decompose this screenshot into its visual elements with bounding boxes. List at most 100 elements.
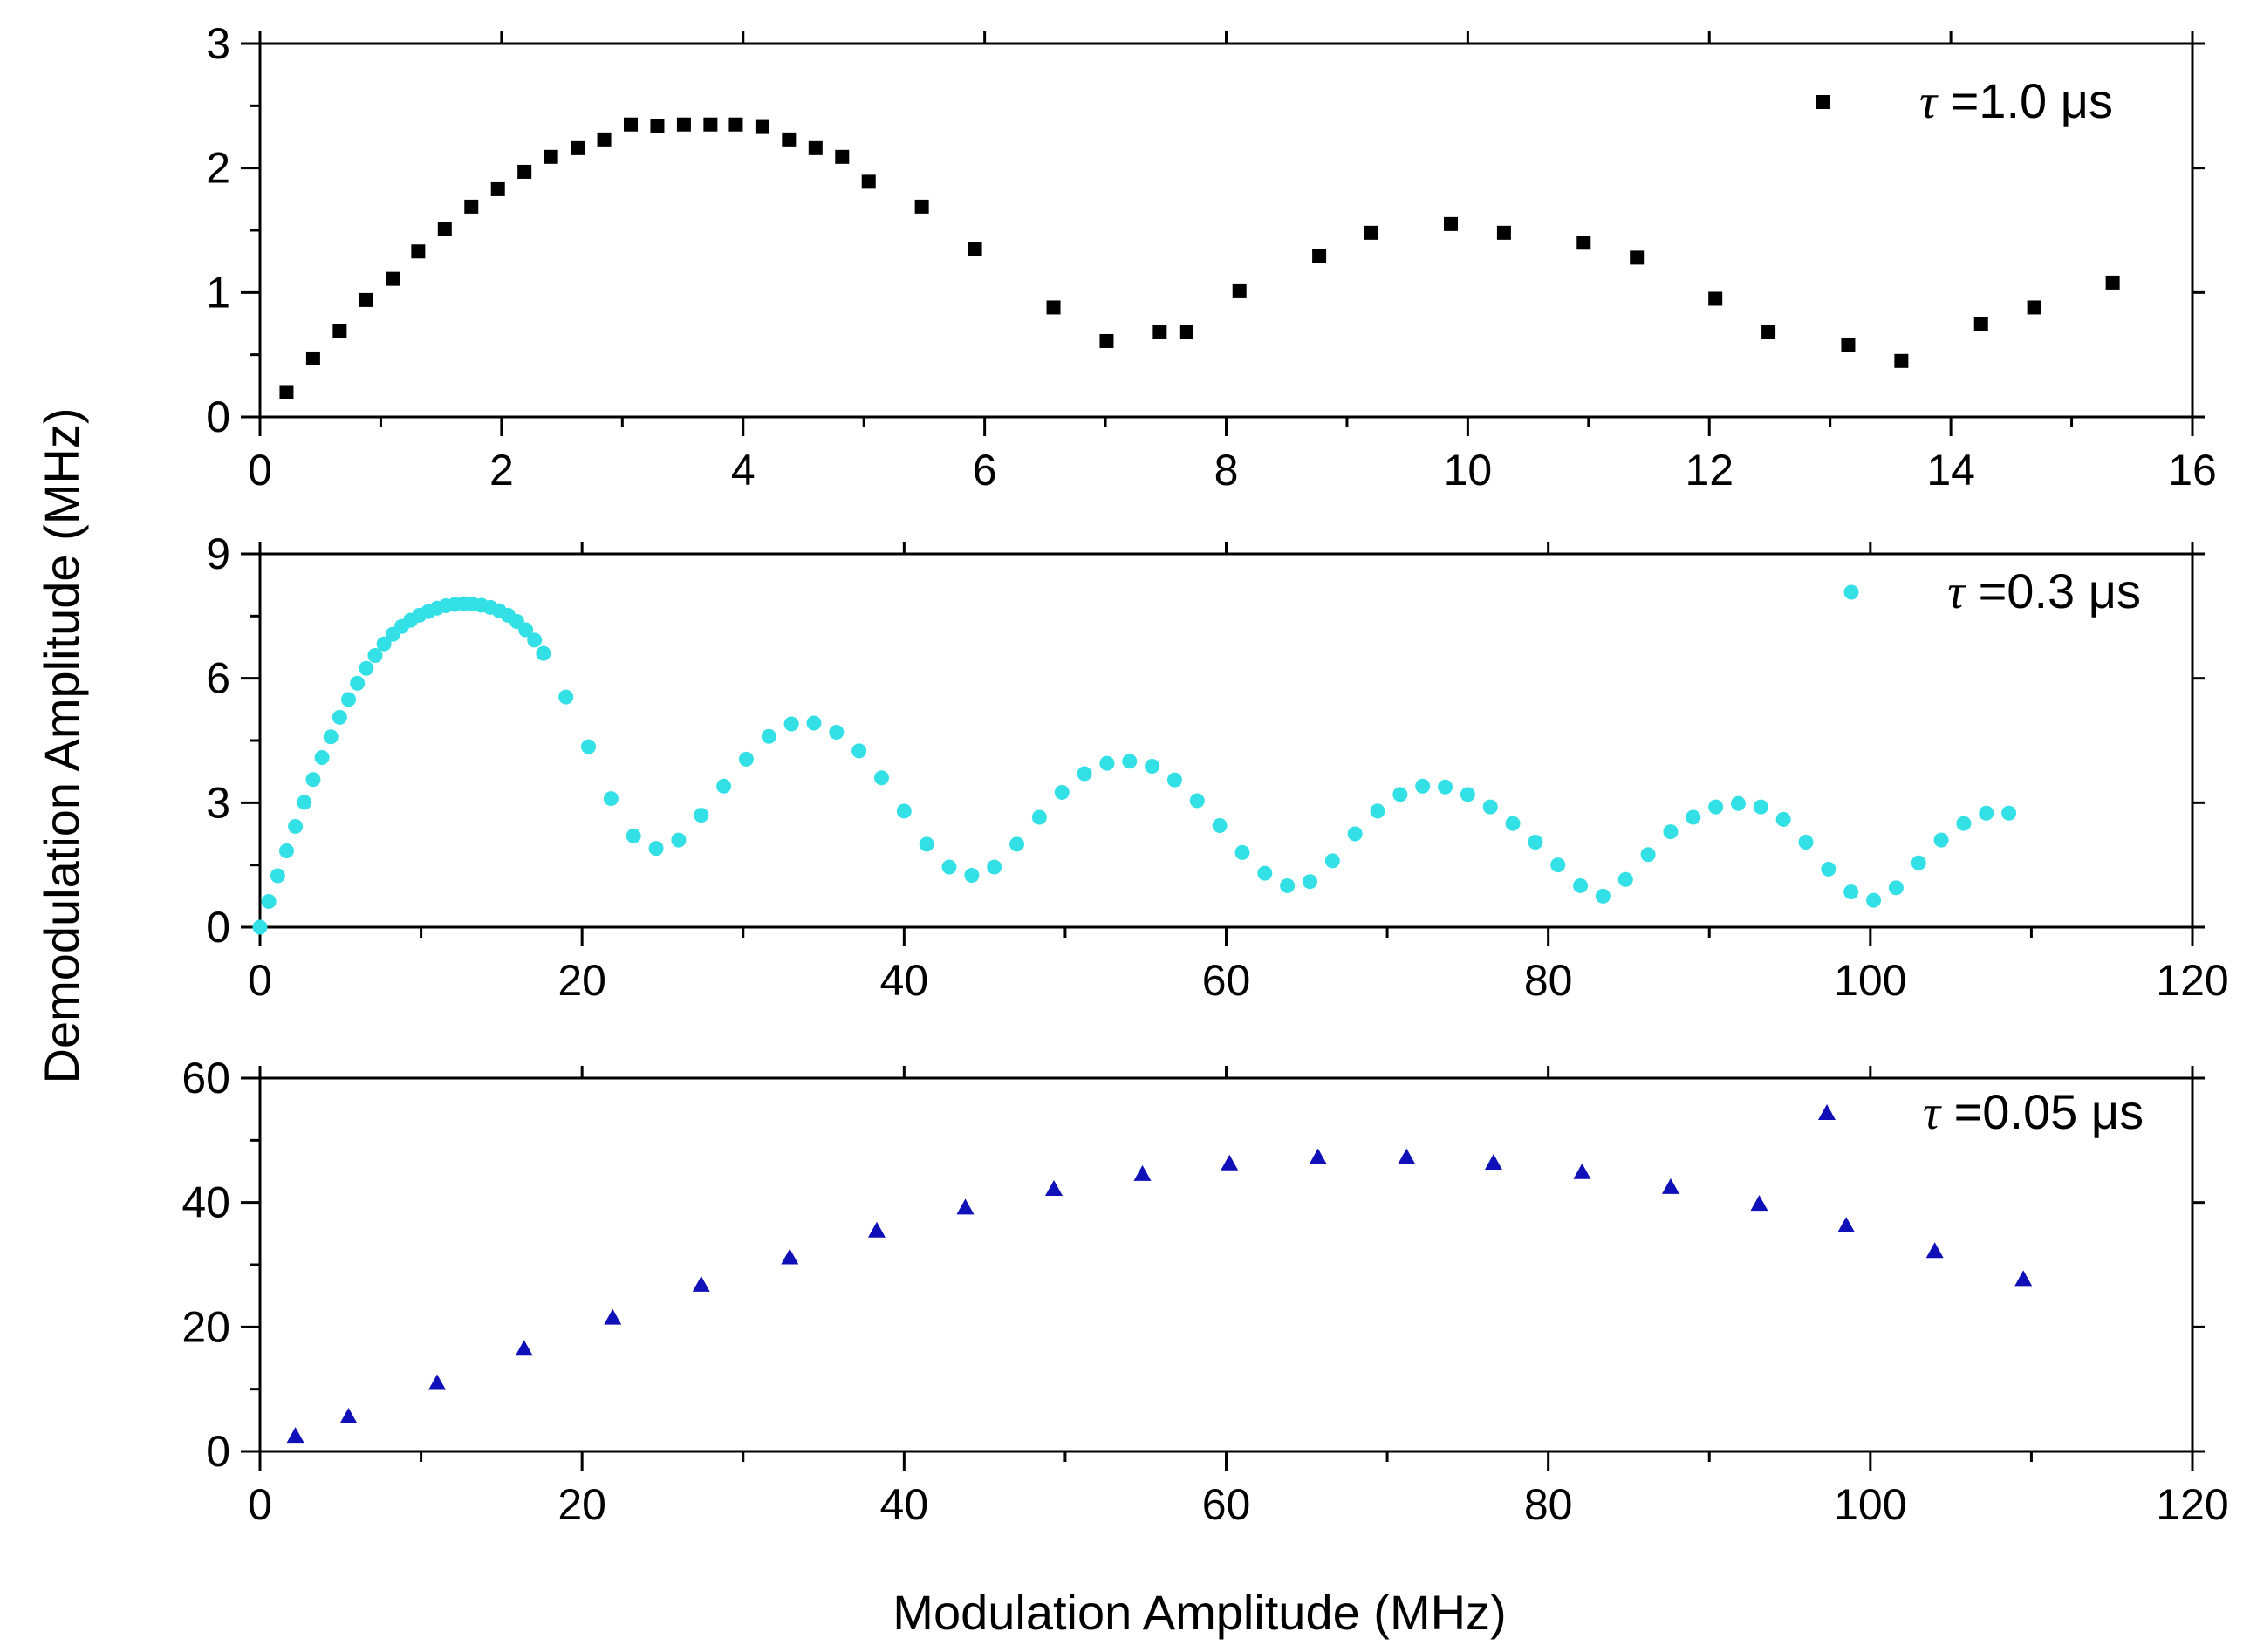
data-point bbox=[1009, 836, 1025, 852]
data-point bbox=[1595, 888, 1611, 904]
x-tick-label: 10 bbox=[1444, 446, 1493, 495]
data-point bbox=[1166, 772, 1182, 788]
data-point bbox=[604, 1308, 622, 1325]
x-tick-label: 14 bbox=[1926, 446, 1975, 495]
data-point bbox=[367, 648, 383, 664]
data-point bbox=[964, 868, 980, 884]
legend: τ =1.0 μs bbox=[1816, 73, 2113, 129]
data-point bbox=[341, 692, 357, 707]
data-point bbox=[1708, 799, 1724, 815]
legend-label: τ =0.05 μs bbox=[1923, 1084, 2144, 1140]
y-tick-label: 20 bbox=[181, 1302, 230, 1351]
data-point bbox=[703, 117, 718, 132]
series-middle bbox=[252, 596, 2017, 935]
data-point bbox=[694, 808, 709, 823]
x-tick-label: 100 bbox=[1834, 1480, 1906, 1529]
data-point bbox=[286, 1427, 304, 1444]
data-point bbox=[278, 843, 294, 858]
plot-frame bbox=[258, 552, 2194, 929]
data-point bbox=[597, 132, 612, 147]
data-point bbox=[914, 199, 929, 214]
data-point bbox=[1152, 324, 1167, 339]
x-tick-label: 120 bbox=[2156, 956, 2228, 1005]
data-point bbox=[1302, 874, 1317, 890]
data-point bbox=[1460, 787, 1475, 802]
y-tick-label: 40 bbox=[181, 1178, 230, 1227]
panel-middle: 0 20 40 60 80 100 120 0 3 6 9 τ =0.3 μs bbox=[206, 529, 2229, 1005]
data-point bbox=[1234, 844, 1250, 860]
x-tick-label: 0 bbox=[248, 1480, 272, 1529]
data-point bbox=[1750, 1195, 1768, 1212]
data-point bbox=[1496, 225, 1511, 240]
data-point bbox=[1133, 1164, 1152, 1181]
data-point bbox=[1044, 1179, 1063, 1196]
data-point bbox=[671, 832, 687, 848]
data-point bbox=[359, 292, 373, 307]
x-tick-label: 6 bbox=[973, 446, 997, 495]
data-point bbox=[1122, 754, 1138, 769]
legend: τ =0.05 μs bbox=[1818, 1084, 2144, 1140]
y-tick-label: 2 bbox=[206, 144, 230, 193]
data-point bbox=[650, 119, 665, 133]
x-tick-label: 20 bbox=[557, 956, 606, 1005]
data-point bbox=[359, 660, 374, 676]
data-point bbox=[1888, 880, 1904, 896]
data-point bbox=[1640, 847, 1656, 863]
data-point bbox=[515, 1340, 533, 1356]
x-tick-label: 2 bbox=[489, 446, 514, 495]
data-point bbox=[1189, 793, 1205, 809]
data-point bbox=[1221, 1154, 1239, 1171]
data-point bbox=[896, 803, 912, 819]
data-point bbox=[1312, 249, 1327, 263]
data-point bbox=[835, 149, 850, 164]
data-point bbox=[1482, 799, 1498, 815]
data-point bbox=[1894, 353, 1909, 368]
data-point bbox=[1370, 803, 1385, 819]
y-tick-label: 0 bbox=[206, 393, 230, 441]
data-point bbox=[544, 149, 558, 164]
data-point bbox=[829, 724, 845, 740]
data-point bbox=[1347, 826, 1363, 842]
plot-frame bbox=[258, 1076, 2194, 1453]
data-point bbox=[806, 715, 822, 731]
data-point bbox=[1841, 338, 1856, 352]
data-point bbox=[386, 271, 400, 286]
legend-label: τ =0.3 μs bbox=[1947, 563, 2141, 619]
x-tick-label: 40 bbox=[880, 1480, 929, 1529]
data-point bbox=[1661, 1178, 1679, 1194]
data-point bbox=[252, 919, 268, 935]
x-tick-label: 0 bbox=[248, 956, 272, 1005]
data-point bbox=[1212, 817, 1228, 833]
data-point bbox=[536, 645, 551, 661]
data-point bbox=[761, 728, 776, 744]
data-point bbox=[1933, 832, 1949, 848]
data-point bbox=[2001, 805, 2017, 821]
data-point bbox=[1979, 805, 1994, 821]
data-point bbox=[1364, 225, 1378, 240]
data-point bbox=[1708, 291, 1723, 306]
data-point bbox=[626, 828, 641, 843]
x-tick-label: 8 bbox=[1214, 446, 1239, 495]
data-point bbox=[755, 119, 769, 134]
data-point bbox=[1392, 787, 1408, 802]
x-tick-label: 80 bbox=[1524, 956, 1573, 1005]
data-point bbox=[1573, 877, 1589, 893]
data-point bbox=[1145, 758, 1160, 774]
panel-bottom: 0 20 40 60 80 100 120 0 20 40 60 τ =0.05 μs bbox=[181, 1054, 2228, 1529]
data-point bbox=[1099, 755, 1115, 771]
data-point bbox=[716, 778, 732, 794]
data-point bbox=[919, 836, 934, 852]
data-point bbox=[968, 242, 982, 256]
data-point bbox=[1438, 779, 1453, 795]
data-point bbox=[851, 743, 867, 759]
data-point bbox=[781, 1248, 799, 1265]
data-point bbox=[1753, 799, 1768, 815]
y-tick-label: 3 bbox=[206, 19, 230, 68]
y-tick-label: 3 bbox=[206, 778, 230, 827]
y-tick-label: 6 bbox=[206, 654, 230, 703]
data-point bbox=[428, 1374, 447, 1390]
series-top bbox=[279, 117, 2120, 399]
data-point bbox=[1280, 877, 1296, 893]
